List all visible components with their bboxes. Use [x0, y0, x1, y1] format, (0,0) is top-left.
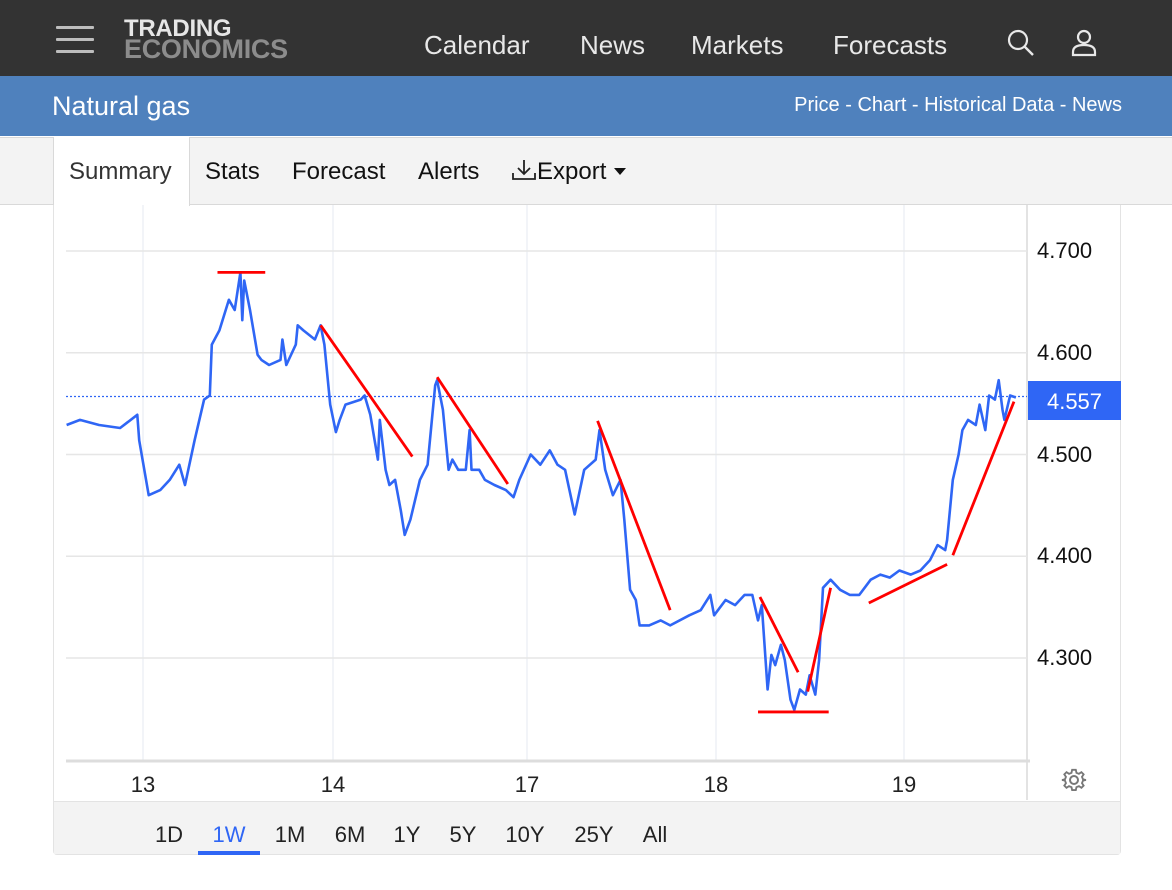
export-label: Export — [537, 158, 607, 185]
nav-news[interactable]: News — [580, 30, 646, 60]
user-icon[interactable] — [1069, 28, 1099, 58]
link-price[interactable]: Price — [794, 94, 840, 116]
logo[interactable]: TRADING ECONOMICS — [124, 15, 288, 64]
search-icon[interactable] — [1006, 28, 1036, 58]
trend-annotation-line — [758, 596, 800, 673]
logo-line1: TRADING — [124, 15, 232, 42]
tab-summary[interactable]: Summary — [53, 137, 190, 206]
menu-icon[interactable] — [56, 26, 94, 54]
trend-annotation-line — [806, 587, 832, 692]
y-tick-label: 4.600 — [1037, 339, 1093, 365]
range-6m[interactable]: 6M — [334, 822, 366, 847]
separator: - — [1054, 94, 1072, 116]
trend-annotation-line — [435, 376, 509, 485]
y-tick-label: 4.500 — [1037, 441, 1093, 467]
y-tick-label: 4.700 — [1037, 238, 1093, 263]
range-selector: 1D 1W 1M 6M 1Y 5Y 10Y 25Y All — [54, 801, 1120, 855]
range-all[interactable]: All — [642, 822, 668, 847]
tab-forecast[interactable]: Forecast — [292, 158, 386, 185]
download-icon — [512, 160, 536, 180]
nav-markets[interactable]: Markets — [691, 30, 784, 60]
link-historical-data[interactable]: Historical Data — [924, 94, 1055, 116]
price-series-line — [66, 271, 1017, 712]
chart-card — [53, 205, 1121, 855]
price-chart[interactable] — [53, 205, 1121, 800]
page-title: Natural gas — [52, 91, 191, 121]
range-1d[interactable]: 1D — [154, 822, 184, 847]
top-header: TRADING ECONOMICS Calendar News Markets … — [0, 0, 1172, 76]
y-tick-label: 4.300 — [1037, 645, 1093, 670]
trend-annotation-line — [319, 324, 414, 458]
x-tick-label: 19 — [891, 772, 917, 797]
tab-bar: Summary Stats Forecast Alerts Export — [0, 137, 1172, 206]
range-1m[interactable]: 1M — [274, 822, 306, 847]
last-price-label: 4.557 — [1028, 381, 1121, 420]
link-news[interactable]: News — [1071, 94, 1122, 116]
title-bar — [0, 76, 1172, 136]
gear-icon[interactable] — [1061, 767, 1087, 793]
tab-alerts[interactable]: Alerts — [418, 158, 480, 185]
trend-annotation-line — [951, 401, 1016, 556]
nav-calendar[interactable]: Calendar — [424, 30, 530, 60]
logo-line2: ECONOMICS — [124, 34, 288, 64]
x-tick-label: 14 — [320, 772, 346, 797]
tab-stats[interactable]: Stats — [205, 158, 260, 185]
sub-links: Price - Chart - Historical Data - News — [794, 94, 1122, 117]
separator: - — [839, 94, 858, 116]
range-10y[interactable]: 10Y — [505, 822, 545, 847]
export-button[interactable]: Export — [511, 158, 627, 186]
range-1y[interactable]: 1Y — [393, 822, 421, 847]
nav-forecasts[interactable]: Forecasts — [833, 30, 948, 60]
x-tick-label: 17 — [514, 772, 540, 797]
link-chart[interactable]: Chart — [857, 94, 907, 116]
range-25y[interactable]: 25Y — [574, 822, 614, 847]
trend-annotation-line — [596, 420, 672, 611]
x-tick-label: 18 — [703, 772, 729, 797]
range-1w[interactable]: 1W — [212, 822, 246, 847]
trend-annotation-line — [868, 563, 948, 605]
x-tick-label: 13 — [130, 772, 156, 797]
y-tick-label: 4.400 — [1037, 543, 1093, 569]
range-5y[interactable]: 5Y — [449, 822, 477, 847]
caret-down-icon — [614, 168, 627, 175]
active-range-underline — [198, 851, 260, 855]
separator: - — [906, 94, 925, 116]
